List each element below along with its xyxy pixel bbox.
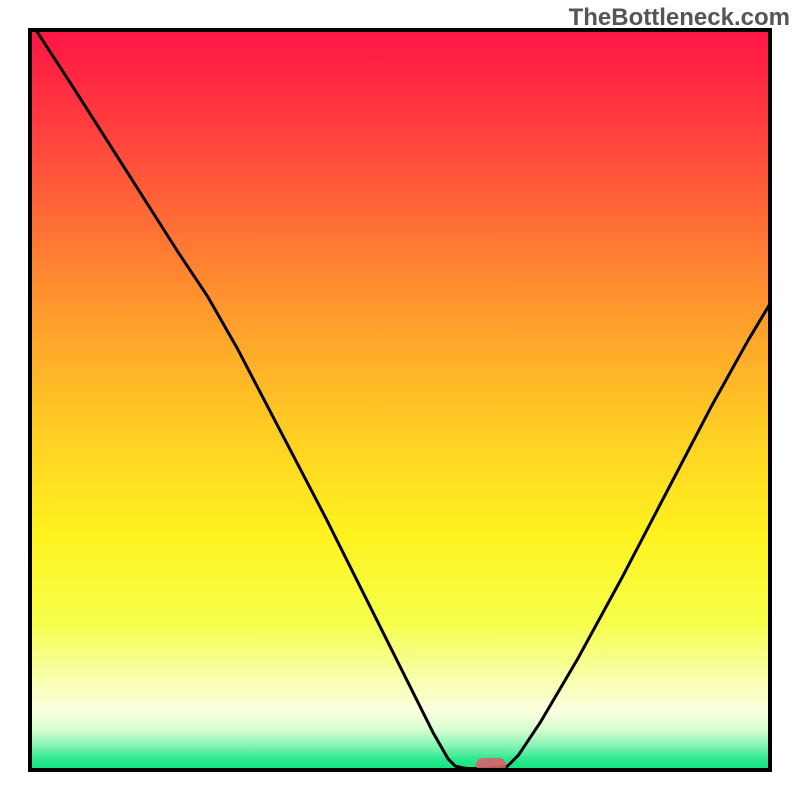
watermark-text: TheBottleneck.com <box>569 4 790 32</box>
plot-background <box>30 30 770 770</box>
chart-container: TheBottleneck.com <box>0 0 800 800</box>
bottleneck-chart <box>0 0 800 800</box>
